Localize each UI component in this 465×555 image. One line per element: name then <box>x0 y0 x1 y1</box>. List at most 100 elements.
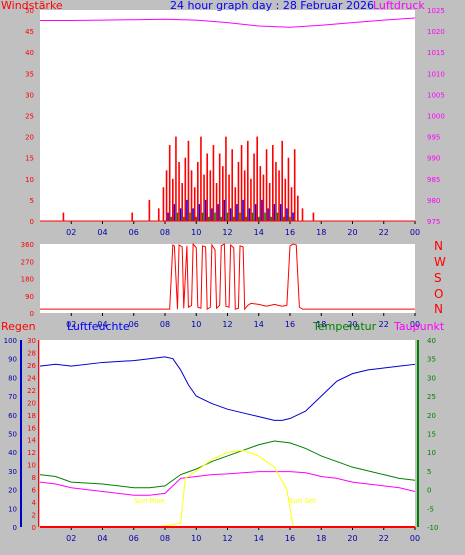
temperature-y-tick-label: 5 <box>427 468 431 476</box>
rain-y-tick-label: 30 <box>27 337 36 345</box>
compass-label-s: S <box>434 271 442 285</box>
temperature-y-tick-label: -10 <box>427 524 438 532</box>
x-tick-label-direction: 14 <box>254 320 264 329</box>
wind-y-tick-label: 30 <box>25 91 34 99</box>
pressure-y-tick-label: 995 <box>427 134 440 142</box>
x-tick-label-direction: 18 <box>316 320 326 329</box>
x-tick-label-climate: 14 <box>254 534 264 543</box>
x-tick-label-wind: 04 <box>97 228 107 237</box>
rain-y-tick-label: 24 <box>27 374 36 382</box>
x-tick-label-climate: 08 <box>160 534 170 543</box>
pressure-y-tick-label: 990 <box>427 155 440 163</box>
pressure-y-tick-label: 985 <box>427 176 440 184</box>
temperature-y-tick-label: 15 <box>427 431 436 439</box>
x-tick-label-wind: 00 <box>410 228 420 237</box>
pressure-y-tick-label: 975 <box>427 218 440 226</box>
rain-y-tick-label: 10 <box>27 462 36 470</box>
wind-y-tick-label: 40 <box>25 49 34 57</box>
x-tick-label-climate: 22 <box>379 534 389 543</box>
pressure-y-tick-label: 1010 <box>427 70 445 78</box>
x-tick-label-direction: 10 <box>191 320 201 329</box>
rain-y-tick-label: 8 <box>32 474 36 482</box>
humidity-y-tick-label: 60 <box>8 412 17 420</box>
temperature-axis-title: Temperatur <box>313 320 377 333</box>
wind-y-tick-label: 0 <box>30 218 34 226</box>
x-tick-label-wind: 10 <box>191 228 201 237</box>
rain-y-tick-label: 0 <box>32 524 36 532</box>
humidity-y-tick-label: 0 <box>13 524 17 532</box>
plot-area-3 <box>40 340 415 527</box>
rain-y-tick-label: 14 <box>27 437 36 445</box>
temperature-y-tick-label: 30 <box>427 374 436 382</box>
temperature-y-tick-label: 40 <box>427 337 436 345</box>
x-tick-label-climate: 20 <box>347 534 357 543</box>
rain-y-tick-label: 22 <box>27 387 36 395</box>
sunrise-label: Sun Rise <box>134 497 164 505</box>
compass-label-w: W <box>434 255 446 269</box>
rain-y-tick-label: 6 <box>32 487 37 495</box>
pressure-y-tick-label: 1020 <box>427 28 445 36</box>
pressure-line <box>40 17 416 28</box>
x-tick-label-wind: 06 <box>129 228 139 237</box>
x-tick-label-direction: 02 <box>66 320 76 329</box>
temperature-y-tick-label: 0 <box>427 487 431 495</box>
temperature-axis-bar <box>417 340 419 527</box>
compass-label-n-bottom: N <box>434 302 443 316</box>
rain-y-tick-label: 20 <box>27 399 36 407</box>
chart-title: 24 hour graph day : 28 Februar 2026 <box>170 0 375 12</box>
pressure-y-tick-label: 1025 <box>427 7 445 15</box>
pressure-y-tick-label: 1005 <box>427 91 445 99</box>
dewpoint-axis-title: Taupunkt <box>394 320 445 333</box>
rain-axis-bar <box>38 340 39 527</box>
temperature-y-tick-label: 25 <box>427 393 436 401</box>
pressure-y-tick-label: 1000 <box>427 113 445 121</box>
humidity-y-tick-label: 70 <box>8 393 17 401</box>
solar-line <box>146 449 300 528</box>
x-tick-label-climate: 02 <box>66 534 76 543</box>
x-tick-label-climate: 16 <box>285 534 295 543</box>
humidity-axis-title: Luftfeuchte <box>67 320 130 333</box>
plot-area-2 <box>40 244 415 313</box>
pressure-y-tick-label: 1015 <box>427 49 445 57</box>
humidity-y-tick-label: 20 <box>8 487 17 495</box>
rain-y-tick-label: 26 <box>27 362 36 370</box>
humidity-axis-bar <box>20 340 22 527</box>
x-tick-label-wind: 14 <box>254 228 264 237</box>
x-tick-label-direction: 20 <box>347 320 357 329</box>
x-tick-label-wind: 22 <box>379 228 389 237</box>
direction-y-tick-label: 270 <box>21 258 34 266</box>
humidity-y-tick-label: 30 <box>8 468 17 476</box>
humidity-y-tick-label: 100 <box>4 337 17 345</box>
rain-y-tick-label: 2 <box>32 512 36 520</box>
rain-axis-title: Regen <box>1 320 36 333</box>
pressure-axis-title: Luftdruck <box>373 0 425 12</box>
x-tick-label-wind: 18 <box>316 228 326 237</box>
plot-area-1 <box>40 10 415 221</box>
sunset-label: Sun Set <box>289 497 316 505</box>
x-tick-label-wind: 08 <box>160 228 170 237</box>
x-tick-label-climate: 18 <box>316 534 326 543</box>
x-tick-label-wind: 16 <box>285 228 295 237</box>
humidity-y-tick-label: 10 <box>8 505 17 513</box>
compass-label-o: O <box>434 287 444 301</box>
direction-y-tick-label: 0 <box>30 310 34 318</box>
x-tick-label-climate: 00 <box>410 534 420 543</box>
temperature-y-tick-label: -5 <box>427 505 434 513</box>
temperature-y-tick-label: 35 <box>427 356 436 364</box>
rain-y-tick-label: 28 <box>27 349 36 357</box>
wind-y-tick-label: 20 <box>25 134 34 142</box>
x-tick-label-climate: 12 <box>222 534 232 543</box>
wind-y-tick-label: 45 <box>25 28 34 36</box>
x-tick-label-wind: 20 <box>347 228 357 237</box>
x-tick-label-direction: 06 <box>129 320 139 329</box>
x-tick-label-direction: 16 <box>285 320 295 329</box>
x-tick-label-direction: 08 <box>160 320 170 329</box>
humidity-y-tick-label: 40 <box>8 449 17 457</box>
humidity-y-tick-label: 90 <box>8 356 17 364</box>
temperature-y-tick-label: 20 <box>427 412 436 420</box>
direction-y-tick-label: 180 <box>21 276 34 284</box>
wind-y-tick-label: 35 <box>25 70 34 78</box>
humidity-y-tick-label: 50 <box>8 431 17 439</box>
